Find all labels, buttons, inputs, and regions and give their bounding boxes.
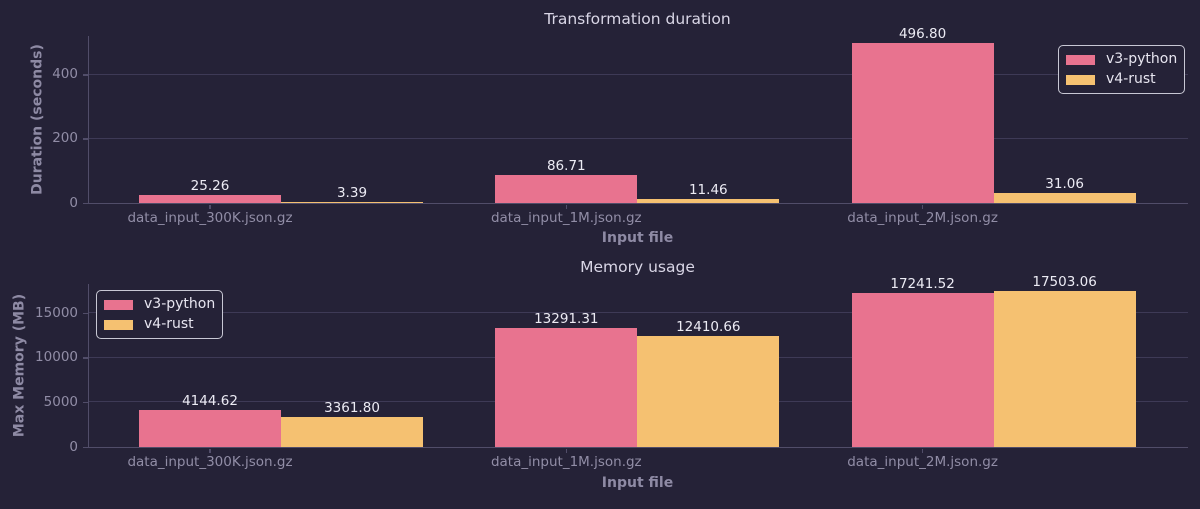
x-tick-mark bbox=[209, 448, 211, 453]
x-category-label: data_input_2M.json.gz bbox=[847, 454, 998, 470]
bar-value-label: 17241.52 bbox=[890, 276, 955, 293]
bar-v4-rust-2 bbox=[993, 290, 1136, 447]
bar-value-label: 4144.62 bbox=[182, 393, 238, 410]
y-tick-label: 400 bbox=[52, 66, 78, 83]
x-category-label: data_input_300K.json.gz bbox=[127, 210, 293, 226]
x-category-label: data_input_1M.json.gz bbox=[490, 210, 642, 226]
x-tick-mark bbox=[565, 448, 568, 453]
y-tick-label: 0 bbox=[69, 438, 78, 455]
legend-label-v3-python: v3-python bbox=[144, 296, 216, 312]
legend-swatch-v4-rust bbox=[1066, 74, 1095, 85]
bar-value-label: 13291.31 bbox=[534, 311, 599, 328]
bar-value-label: 11.46 bbox=[688, 182, 728, 199]
legend-memory: v3-python v4-rust bbox=[96, 290, 224, 339]
bar-value-label: 31.06 bbox=[1045, 176, 1084, 193]
y-tick-label: 5000 bbox=[43, 393, 78, 410]
x-category-label: data_input_2M.json.gz bbox=[847, 210, 998, 226]
y-tick-mark bbox=[82, 74, 88, 76]
y-tick-mark bbox=[82, 401, 88, 404]
bar-v3-python-1 bbox=[495, 328, 638, 447]
y-tick-mark bbox=[82, 357, 88, 359]
y-tick-label: 10000 bbox=[35, 349, 78, 366]
bar-v3-python-1 bbox=[495, 175, 638, 203]
plot-area-memory: 0 5000 10000 15000 data_input_300K.json.gz 41… bbox=[35, 274, 1188, 470]
bar-v4-rust-1 bbox=[637, 336, 780, 447]
x-category-label: data_input_1M.json.gz bbox=[490, 454, 642, 470]
x-tick-mark bbox=[209, 204, 211, 209]
bar-value-label: 25.26 bbox=[190, 177, 230, 194]
bar-v3-python-0 bbox=[139, 410, 281, 447]
x-category-label: data_input_300K.json.gz bbox=[127, 454, 293, 470]
chart-title-memory: Memory usage bbox=[580, 258, 695, 276]
chart-title-duration: Transformation duration bbox=[544, 10, 731, 28]
legend-swatch-v3-python bbox=[104, 299, 133, 310]
bar-v4-rust-1 bbox=[637, 199, 780, 203]
gridline bbox=[89, 312, 1188, 314]
bar-v3-python-2 bbox=[851, 293, 994, 447]
y-tick-label: 200 bbox=[52, 130, 78, 147]
legend-swatch-v3-python bbox=[1066, 54, 1095, 65]
y-tick-mark bbox=[82, 138, 88, 140]
bar-v3-python-2 bbox=[851, 43, 994, 203]
bar-v4-rust-0 bbox=[281, 201, 423, 203]
y-tick-label: 0 bbox=[69, 194, 78, 211]
bar-value-label: 12410.66 bbox=[676, 319, 741, 336]
x-tick-mark bbox=[565, 204, 568, 209]
y-axis-title-duration: Duration (seconds) bbox=[29, 44, 46, 195]
x-tick-mark bbox=[921, 204, 924, 209]
legend-item-v4-rust: v4-rust bbox=[104, 317, 215, 332]
bar-v4-rust-0 bbox=[281, 417, 423, 447]
legend-swatch-v4-rust bbox=[104, 319, 133, 330]
legend-item-v4-rust: v4-rust bbox=[1066, 72, 1177, 87]
plot-area-duration: 0 200 400 data_input_300K.json.gz 25.26 3.39 d… bbox=[52, 27, 1188, 226]
x-axis-title-memory: Input file bbox=[601, 475, 674, 491]
legend-item-v3-python: v3-python bbox=[1066, 52, 1177, 67]
legend-duration: v3-python v4-rust bbox=[1058, 45, 1186, 94]
y-tick-mark bbox=[82, 202, 88, 204]
bar-v4-rust-2 bbox=[993, 193, 1136, 203]
bar-value-label: 496.80 bbox=[898, 26, 947, 43]
bar-value-label: 17503.06 bbox=[1032, 273, 1097, 290]
bar-v3-python-0 bbox=[139, 194, 281, 203]
y-tick-mark bbox=[82, 446, 88, 448]
legend-item-v3-python: v3-python bbox=[104, 297, 215, 312]
x-axis-title-duration: Input file bbox=[601, 230, 674, 246]
legend-label-v3-python: v3-python bbox=[1106, 51, 1178, 67]
bar-value-label: 3361.80 bbox=[324, 400, 380, 417]
bar-value-label: 86.71 bbox=[546, 158, 586, 175]
y-tick-label: 15000 bbox=[35, 304, 78, 321]
legend-label-v4-rust: v4-rust bbox=[144, 316, 194, 332]
gridline bbox=[89, 73, 1188, 75]
gridline bbox=[89, 137, 1188, 139]
x-tick-mark bbox=[921, 448, 924, 453]
legend-label-v4-rust: v4-rust bbox=[1106, 71, 1156, 87]
y-tick-mark bbox=[82, 312, 88, 315]
bar-value-label: 3.39 bbox=[336, 184, 368, 201]
